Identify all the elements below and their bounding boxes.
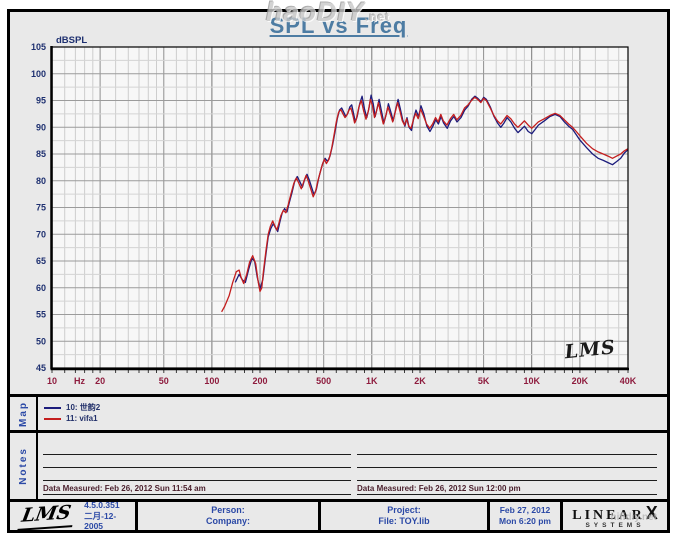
svg-text:40K: 40K [620, 376, 637, 386]
chart-legend: 10: 世韵2 11: vifa1 [38, 397, 100, 430]
notes-label-text: Notes [17, 447, 29, 485]
svg-text:200: 200 [252, 376, 267, 386]
svg-text:55: 55 [36, 310, 46, 320]
svg-text:50: 50 [159, 376, 169, 386]
note-rule-line [43, 468, 351, 481]
svg-text:45: 45 [36, 363, 46, 373]
person-label: Person: [211, 504, 245, 515]
note-rule-line [43, 455, 351, 468]
series2-color-swatch [44, 417, 61, 420]
footer-date: Feb 27, 2012 [499, 505, 551, 516]
svg-text:90: 90 [36, 122, 46, 132]
footer-person-cell: Person: Company: [135, 502, 318, 530]
legend-item-1: 10: 世韵2 [44, 402, 100, 413]
linearx-wordmark: LINEARX [572, 502, 658, 523]
watermark-haodiy: haoDIY.net [266, 0, 391, 27]
footer-lms-cell: LMS 4.5.0.351 二月-12-2005 [10, 500, 135, 532]
lms-version-date: 二月-12-2005 [84, 510, 117, 532]
svg-text:LMS: LMS [563, 336, 617, 363]
svg-text:20: 20 [95, 376, 105, 386]
map-label-text: Map [17, 400, 29, 427]
svg-text:85: 85 [36, 149, 46, 159]
legend-item-2: 11: vifa1 [44, 413, 100, 424]
data-measured-right: Data Measured: Feb 26, 2012 Sun 12:00 pm [357, 481, 657, 495]
svg-text:50: 50 [36, 336, 46, 346]
note-rule-line [357, 442, 657, 455]
series1-label: 10: 世韵2 [66, 402, 101, 412]
notes-column-left: Data Measured: Feb 26, 2012 Sun 11:54 am [43, 433, 351, 499]
linearx-logo: LINEARX SYSTEMS hifidiy.net [560, 502, 667, 530]
svg-text:70: 70 [36, 229, 46, 239]
svg-text:10: 10 [47, 376, 57, 386]
svg-text:dBSPL: dBSPL [56, 36, 87, 46]
svg-text:60: 60 [36, 283, 46, 293]
svg-text:100: 100 [204, 376, 219, 386]
report-frame: SPL vs Freq 45 50 55 60 65 70 75 80 85 90 95 100 105… [7, 9, 670, 533]
notes-section-label: Notes [10, 433, 38, 499]
chart-title: SPL vs Freq [269, 13, 408, 38]
spl-frequency-chart: 45 50 55 60 65 70 75 80 85 90 95 100 105 dBSPL 10 20 50 1… [31, 36, 637, 386]
note-rule-line [357, 455, 657, 468]
company-label: Company: [205, 516, 250, 526]
footer-datetime-cell: Feb 27, 2012 Mon 6:20 pm [487, 502, 560, 530]
footer-bar: LMS 4.5.0.351 二月-12-2005 Person: Company… [10, 500, 667, 532]
notes-column-right: Data Measured: Feb 26, 2012 Sun 12:00 pm [357, 433, 657, 499]
data-measured-left: Data Measured: Feb 26, 2012 Sun 11:54 am [43, 481, 351, 495]
map-section: Map 10: 世韵2 11: vifa1 [10, 394, 667, 433]
linearx-systems-text: SYSTEMS [585, 522, 645, 530]
svg-text:95: 95 [36, 96, 46, 106]
lms-version: 4.5.0.351 [84, 500, 120, 511]
watermark-hifidiy: hifidiy.net [610, 511, 657, 523]
svg-text:20K: 20K [572, 376, 589, 386]
project-label: Project: [387, 504, 421, 515]
svg-text:5K: 5K [478, 376, 490, 386]
series2-label: 11: vifa1 [66, 413, 98, 423]
footer-time: Mon 6:20 pm [499, 516, 551, 526]
svg-text:2K: 2K [414, 376, 426, 386]
footer-project-cell: Project: File: TOY.lib [318, 502, 487, 530]
svg-text:100: 100 [31, 69, 46, 79]
svg-text:Hz: Hz [74, 376, 85, 386]
svg-text:65: 65 [36, 256, 46, 266]
svg-text:1K: 1K [366, 376, 378, 386]
series1-color-swatch [44, 406, 61, 409]
svg-text:105: 105 [31, 42, 46, 52]
note-rule-line [43, 442, 351, 455]
svg-text:80: 80 [36, 176, 46, 186]
file-label: File: TOY.lib [378, 516, 430, 526]
lms-logo: LMS [17, 501, 77, 531]
svg-text:75: 75 [36, 203, 46, 213]
notes-section: Notes Data Measured: Feb 26, 2012 Sun 11… [10, 433, 667, 502]
svg-text:500: 500 [316, 376, 331, 386]
lms-version-block: 4.5.0.351 二月-12-2005 [84, 500, 135, 532]
svg-text:10K: 10K [523, 376, 540, 386]
map-section-label: Map [10, 397, 38, 430]
note-rule-line [357, 468, 657, 481]
